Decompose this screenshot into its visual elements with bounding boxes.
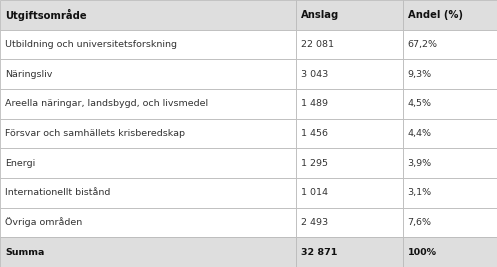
Bar: [296, 148, 403, 178]
Text: Försvar och samhällets krisberedskap: Försvar och samhällets krisberedskap: [5, 129, 185, 138]
Bar: [296, 0, 403, 30]
Bar: [0, 148, 296, 178]
Text: Utbildning och universitetsforskning: Utbildning och universitetsforskning: [5, 40, 177, 49]
Text: 100%: 100%: [408, 248, 436, 257]
Bar: [0, 119, 296, 148]
Text: 22 081: 22 081: [301, 40, 333, 49]
Text: Summa: Summa: [5, 248, 44, 257]
Text: 1 456: 1 456: [301, 129, 328, 138]
Text: 67,2%: 67,2%: [408, 40, 437, 49]
Bar: [296, 89, 403, 119]
Bar: [403, 237, 497, 267]
Bar: [0, 208, 296, 237]
Text: Areella näringar, landsbygd, och livsmedel: Areella näringar, landsbygd, och livsmed…: [5, 99, 208, 108]
Text: 32 871: 32 871: [301, 248, 337, 257]
Text: 1 014: 1 014: [301, 188, 328, 197]
Bar: [0, 89, 296, 119]
Bar: [0, 237, 296, 267]
Bar: [403, 178, 497, 208]
Text: Näringsliv: Näringsliv: [5, 70, 52, 79]
Bar: [403, 30, 497, 59]
Text: 4,5%: 4,5%: [408, 99, 431, 108]
Text: Andel (%): Andel (%): [408, 10, 463, 20]
Bar: [403, 148, 497, 178]
Text: 3,1%: 3,1%: [408, 188, 432, 197]
Bar: [403, 59, 497, 89]
Text: Internationellt bistånd: Internationellt bistånd: [5, 188, 110, 197]
Bar: [403, 208, 497, 237]
Text: Energi: Energi: [5, 159, 35, 168]
Bar: [403, 119, 497, 148]
Text: 2 493: 2 493: [301, 218, 328, 227]
Bar: [296, 30, 403, 59]
Bar: [0, 178, 296, 208]
Text: 7,6%: 7,6%: [408, 218, 431, 227]
Bar: [296, 119, 403, 148]
Bar: [296, 59, 403, 89]
Text: 3,9%: 3,9%: [408, 159, 432, 168]
Text: 4,4%: 4,4%: [408, 129, 431, 138]
Bar: [403, 89, 497, 119]
Bar: [296, 178, 403, 208]
Text: 3 043: 3 043: [301, 70, 328, 79]
Bar: [0, 59, 296, 89]
Text: Övriga områden: Övriga områden: [5, 218, 82, 227]
Text: Utgiftsområde: Utgiftsområde: [5, 9, 86, 21]
Bar: [0, 0, 296, 30]
Bar: [296, 208, 403, 237]
Text: Anslag: Anslag: [301, 10, 339, 20]
Text: 1 295: 1 295: [301, 159, 328, 168]
Text: 1 489: 1 489: [301, 99, 328, 108]
Text: 9,3%: 9,3%: [408, 70, 432, 79]
Bar: [296, 237, 403, 267]
Bar: [0, 30, 296, 59]
Bar: [403, 0, 497, 30]
